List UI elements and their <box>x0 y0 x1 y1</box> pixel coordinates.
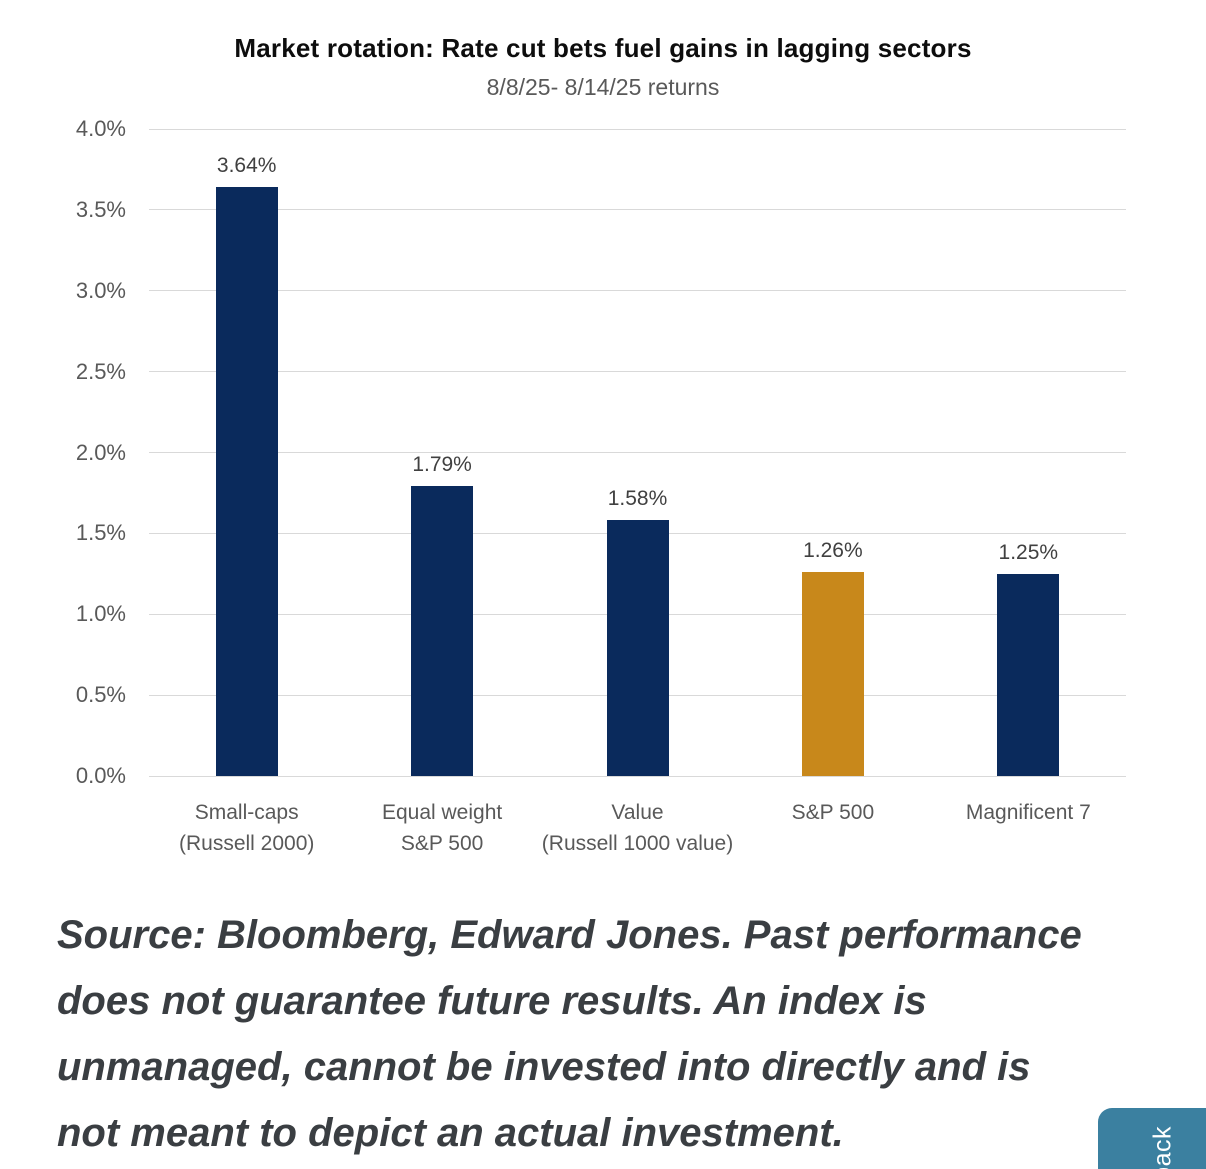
bar-1 <box>411 486 474 776</box>
x-axis-category-line: (Russell 2000) <box>178 832 315 855</box>
bar-value-label: 3.64% <box>216 154 277 178</box>
bar-0 <box>215 187 278 776</box>
y-axis-tick-label: 1.5% <box>75 520 126 546</box>
x-axis-category-line: Small-caps <box>194 801 299 824</box>
source-note-line: Source: Bloomberg, Edward Jones. Past pe… <box>57 913 1082 957</box>
feedback-button-label: Feedback <box>1149 1126 1178 1169</box>
x-axis-category-label: S&P 500 <box>721 797 945 828</box>
bar-value-label: 1.26% <box>803 539 863 563</box>
x-axis-category-line: S&P 500 <box>400 832 484 855</box>
x-axis-category-line: Equal weight <box>381 801 503 824</box>
y-axis-tick-label: 1.0% <box>75 601 126 627</box>
y-axis-tick-label: 3.5% <box>75 196 126 222</box>
gridline <box>149 290 1126 292</box>
y-axis-tick-label: 2.5% <box>75 358 126 384</box>
bar-3 <box>801 572 864 776</box>
gridline <box>149 128 1126 130</box>
bar-value-label: 1.79% <box>412 453 472 477</box>
y-axis-tick-label: 2.0% <box>75 439 126 465</box>
bar-4 <box>997 573 1060 776</box>
x-axis-category-line: Value <box>611 801 664 824</box>
bar-value-label: 1.58% <box>607 487 668 511</box>
x-axis-category-label: Value (Russell 1000 value) <box>526 797 750 859</box>
bar-2 <box>606 520 669 776</box>
y-axis-tick-label: 3.0% <box>75 277 126 303</box>
gridline <box>149 371 1126 373</box>
bar-value-label: 1.25% <box>998 540 1059 564</box>
source-note-line: not meant to depict an actual investment… <box>57 1111 844 1155</box>
y-axis-tick-label: 4.0% <box>75 116 126 141</box>
x-axis-category-line: (Russell 1000 value) <box>541 832 734 855</box>
gridline <box>149 452 1126 453</box>
source-note: Source: Bloomberg, Edward Jones. Past pe… <box>57 902 1167 1166</box>
y-axis-tick-label: 0.5% <box>75 682 126 708</box>
x-axis-category-label: Magnificent 7 <box>916 797 1140 828</box>
chart-title: Market rotation: Rate cut bets fuel gain… <box>234 33 972 63</box>
x-axis-category-label: Equal weight S&P 500 <box>330 797 554 859</box>
source-note-line: does not guarantee future results. An in… <box>57 979 927 1023</box>
gridline <box>149 209 1126 211</box>
y-axis-tick-label: 0.0% <box>75 763 126 788</box>
x-axis-category-line: Magnificent 7 <box>965 801 1091 824</box>
feedback-button[interactable]: Feedback <box>1098 1108 1206 1169</box>
chart-subtitle: 8/8/25- 8/14/25 returns <box>486 74 720 100</box>
x-axis-category-label: Small-caps (Russell 2000) <box>135 797 359 859</box>
gridline <box>149 775 1126 777</box>
bar-chart: 0.0% 0.5% 1.0% 1.5% 2.0% 2.5% 3.0% 3.5% 4.0% 3.64… <box>75 116 1140 859</box>
source-note-line: unmanaged, cannot be invested into direc… <box>57 1045 1031 1089</box>
x-axis-category-line: S&P 500 <box>791 801 875 824</box>
